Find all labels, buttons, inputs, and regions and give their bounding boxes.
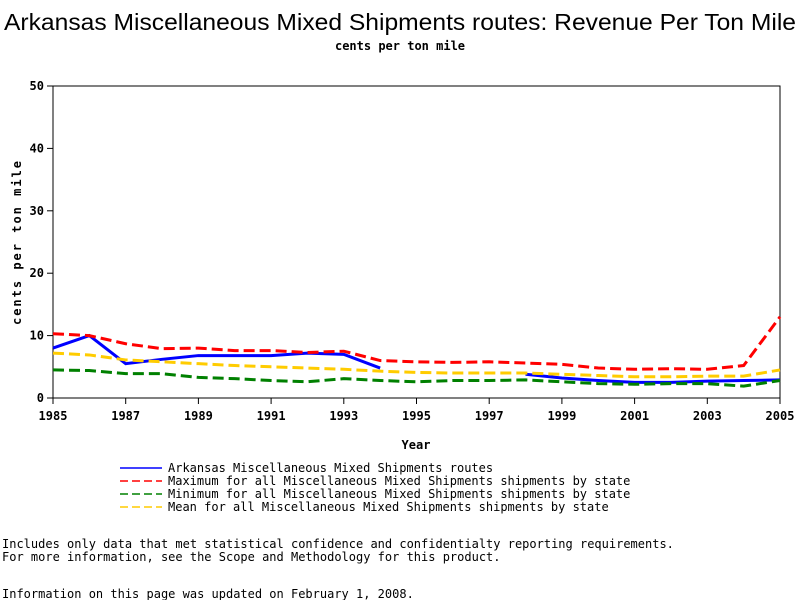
chart-title: Arkansas Miscellaneous Mixed Shipments r… bbox=[4, 9, 796, 35]
plot-frame bbox=[52, 85, 781, 399]
y-tick-label: 20 bbox=[30, 266, 44, 280]
chart-subtitle: cents per ton mile bbox=[335, 39, 465, 53]
series-line bbox=[52, 315, 782, 371]
y-axis-label: cents per ton mile bbox=[10, 159, 24, 325]
x-tick-label: 1997 bbox=[475, 409, 504, 423]
series-line bbox=[52, 351, 781, 379]
x-tick-label: 1995 bbox=[402, 409, 431, 423]
y-tick-label: 40 bbox=[30, 141, 44, 155]
y-tick-label: 50 bbox=[30, 79, 44, 93]
footnote: Information on this page was updated on … bbox=[2, 587, 414, 600]
x-tick-label: 1989 bbox=[184, 409, 213, 423]
legend-label: Mean for all Miscellaneous Mixed Shipmen… bbox=[168, 500, 609, 514]
y-tick-label: 30 bbox=[30, 204, 44, 218]
series-line bbox=[52, 333, 781, 384]
x-tick-label: 2005 bbox=[766, 409, 795, 423]
y-tick-label: 0 bbox=[37, 391, 44, 405]
x-tick-label: 1985 bbox=[39, 409, 68, 423]
series-line bbox=[52, 368, 781, 388]
x-tick-label: 1987 bbox=[111, 409, 140, 423]
x-tick-label: 1993 bbox=[329, 409, 358, 423]
x-tick-label: 2003 bbox=[693, 409, 722, 423]
x-axis-label: Year bbox=[402, 438, 431, 452]
legend-label: Maximum for all Miscellaneous Mixed Ship… bbox=[168, 474, 630, 488]
x-tick-label: 2001 bbox=[620, 409, 649, 423]
x-tick-label: 1999 bbox=[547, 409, 576, 423]
footnote: Includes only data that met statistical … bbox=[2, 537, 674, 551]
y-tick-label: 10 bbox=[30, 329, 44, 343]
footnote: For more information, see the Scope and … bbox=[2, 550, 501, 564]
legend-label: Arkansas Miscellaneous Mixed Shipments r… bbox=[168, 461, 493, 475]
x-tick-label: 1991 bbox=[257, 409, 286, 423]
legend-label: Minimum for all Miscellaneous Mixed Ship… bbox=[168, 487, 630, 501]
